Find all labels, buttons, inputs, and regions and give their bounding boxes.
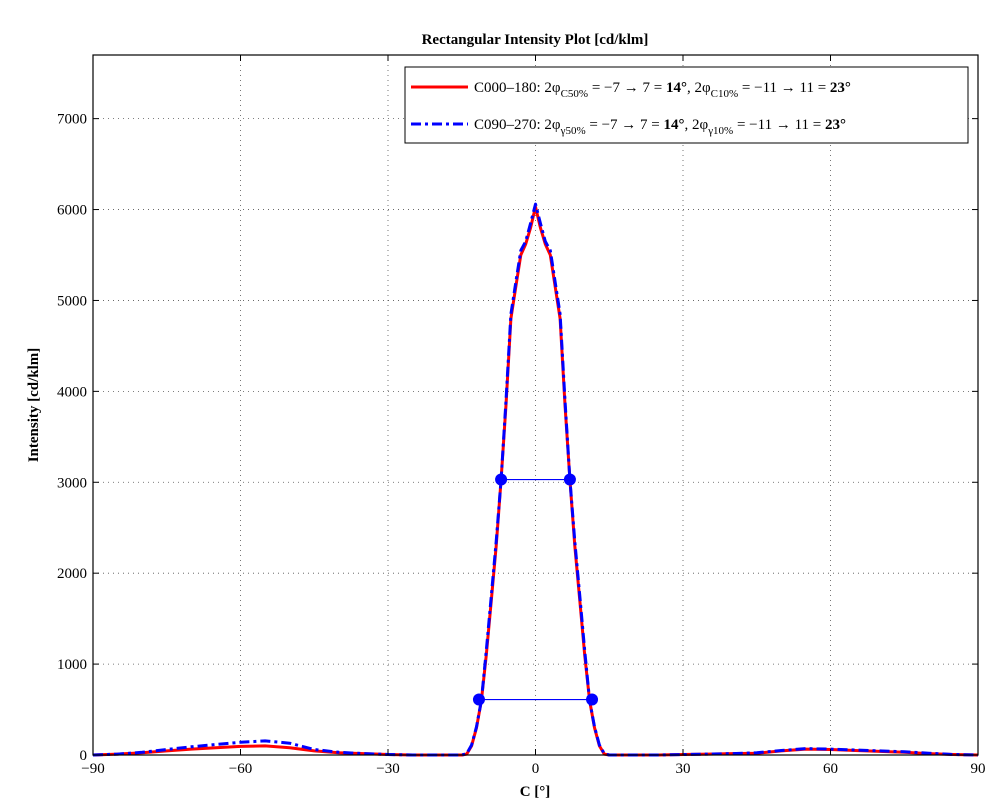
x-tick-label: −60	[229, 761, 252, 777]
legend-label-series1: C000–180: 2φC50% = −7 → 7 = 14°, 2φC10% …	[474, 80, 851, 100]
y-tick-label: 1000	[57, 657, 87, 673]
legend1-sub2: C10%	[711, 88, 739, 100]
marker-point	[563, 473, 576, 486]
y-tick-label: 5000	[57, 293, 87, 309]
legend-label-series2: C090–270: 2φγ50% = −7 → 7 = 14°, 2φγ10% …	[474, 117, 846, 137]
y-tick-label: 6000	[57, 203, 87, 219]
legend1-mid1: = −7 → 7 =	[588, 80, 666, 96]
legend2-sub2: γ10%	[707, 125, 733, 137]
y-tick-label: 7000	[57, 112, 87, 128]
legend2-mid1: = −7 → 7 =	[586, 117, 664, 133]
series-lines	[92, 202, 979, 757]
legend: C000–180: 2φC50% = −7 → 7 = 14°, 2φC10% …	[404, 66, 969, 144]
y-tick-label: 4000	[57, 384, 87, 400]
legend2-sub1: γ50%	[560, 125, 586, 137]
half-max-markers	[472, 473, 599, 706]
legend1-bold2: 23°	[830, 80, 851, 96]
legend1-sep: , 2φ	[687, 80, 711, 96]
legend1-mid2: = −11 → 11 =	[738, 80, 830, 96]
y-axis-label: Intensity [cd/klm]	[26, 348, 42, 463]
legend2-bold1: 14°	[664, 117, 685, 133]
x-tick-label: −30	[376, 761, 399, 777]
x-tick-label: −90	[81, 761, 104, 777]
axis-ticks	[92, 55, 979, 756]
legend2-prefix: C090–270: 2φ	[474, 117, 561, 133]
legend1-bold1: 14°	[666, 80, 687, 96]
x-tick-label: 90	[971, 761, 986, 777]
legend2-bold2: 23°	[825, 117, 846, 133]
legend1-prefix: C000–180: 2φ	[474, 80, 561, 96]
grid-lines	[93, 55, 978, 755]
marker-point	[472, 693, 485, 706]
x-axis-label: C [°]	[520, 784, 551, 800]
y-tick-label: 3000	[57, 475, 87, 491]
x-tick-label: 0	[532, 761, 540, 777]
legend-box	[404, 66, 969, 144]
series-line-2	[92, 202, 979, 757]
legend1-sub1: C50%	[561, 88, 589, 100]
legend2-sep: , 2φ	[685, 117, 709, 133]
tick-labels: −90 −60 −30 0 30 60 90 0 1000 2000 3000 4000 5000 600…	[57, 112, 986, 777]
marker-point	[586, 693, 599, 706]
chart-title: Rectangular Intensity Plot [cd/klm]	[422, 32, 649, 48]
x-tick-label: 60	[823, 761, 838, 777]
marker-point	[495, 473, 508, 486]
legend2-mid2: = −11 → 11 =	[733, 117, 825, 133]
y-tick-label: 0	[80, 748, 88, 764]
y-tick-label: 2000	[57, 566, 87, 582]
x-tick-label: 30	[676, 761, 691, 777]
